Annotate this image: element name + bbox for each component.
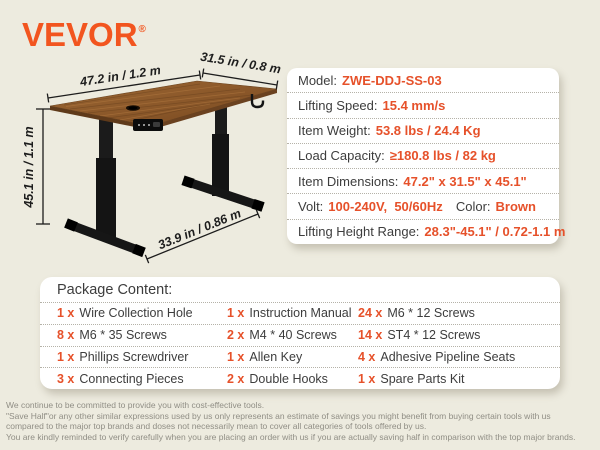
package-row: 1 x Wire Collection Hole 1 x Instruction M… <box>40 303 560 325</box>
package-row: 3 x Connecting Pieces 2 x Double Hooks 1 x… <box>40 368 560 389</box>
package-item: 8 x M6 * 35 Screws <box>57 328 227 342</box>
item-quantity: 2 x <box>227 371 245 386</box>
dimension-foot-depth-label: 33.9 in / 0.86 m <box>156 206 243 252</box>
spec-label: Color: <box>455 199 491 215</box>
item-quantity: 4 x <box>358 349 376 364</box>
spec-value: Brown <box>495 199 536 215</box>
spec-row-load-capacity: Load Capacity: ≥180.8 lbs / 82 kg <box>287 144 559 170</box>
spec-value: 47.2" x 31.5" x 45.1" <box>403 173 527 189</box>
package-item: 1 x Allen Key <box>227 350 358 364</box>
item-quantity: 8 x <box>57 328 75 343</box>
package-item: 24 x M6 * 12 Screws <box>358 306 560 320</box>
dimension-depth-label: 31.5 in / 0.8 m <box>199 50 281 77</box>
package-row: 1 x Phillips Screwdriver 1 x Allen Key 4 x… <box>40 347 560 369</box>
item-quantity: 24 x <box>358 306 383 321</box>
spec-row-model: Model: ZWE-DDJ-SS-03 <box>287 68 559 94</box>
item-name: Allen Key <box>249 349 303 364</box>
spec-value: ≥180.8 lbs / 82 kg <box>389 148 496 164</box>
disclaimer-line: compared to the major top brands and dos… <box>6 421 427 432</box>
dimension-width-label: 47.2 in / 1.2 m <box>78 63 161 89</box>
package-item: 1 x Wire Collection Hole <box>57 306 227 320</box>
item-quantity: 1 x <box>227 349 245 364</box>
spec-label: Model: <box>298 72 338 88</box>
spec-row-item-dimensions: Item Dimensions: 47.2" x 31.5" x 45.1" <box>287 169 559 195</box>
package-item: 1 x Spare Parts Kit <box>358 372 560 386</box>
item-quantity: 1 x <box>57 306 75 321</box>
spec-label: Item Dimensions: <box>298 173 399 189</box>
spec-row-item-weight: Item Weight: 53.8 lbs / 24.4 Kg <box>287 119 559 144</box>
item-quantity: 3 x <box>57 371 75 386</box>
desk-hook <box>250 94 265 109</box>
spec-value: 100-240V, 50/60Hz <box>328 199 443 215</box>
item-quantity: 1 x <box>358 371 376 386</box>
spec-value: 53.8 lbs / 24.4 Kg <box>375 123 481 139</box>
desk-left-leg <box>64 112 146 258</box>
package-item: 2 x Double Hooks <box>227 372 358 386</box>
package-content-title: Package Content: <box>40 277 560 303</box>
dimension-width <box>46 70 202 103</box>
spec-label: Lifting Speed: <box>298 97 378 113</box>
spec-value: ZWE-DDJ-SS-03 <box>342 72 442 88</box>
package-item: 1 x Phillips Screwdriver <box>57 350 227 364</box>
spec-value: 28.3"-45.1" / 0.72-1.1 m <box>424 224 566 240</box>
disclaimer-line: "Save Half"or any other similar expressi… <box>6 410 551 421</box>
spec-label: Item Weight: <box>298 123 371 139</box>
dimension-height <box>36 108 50 225</box>
vevor-logo-text: VEVOR <box>22 16 138 53</box>
package-item: 1 x Instruction Manual <box>227 306 358 320</box>
package-item: 3 x Connecting Pieces <box>57 372 227 386</box>
item-quantity: 2 x <box>227 328 245 343</box>
dimension-depth <box>201 68 279 90</box>
disclaimer-text: We continue to be committed to provide y… <box>6 400 598 442</box>
item-name: Instruction Manual <box>249 306 352 321</box>
item-name: Wire Collection Hole <box>79 306 193 321</box>
spec-label: Volt: <box>298 199 324 215</box>
package-item: 2 x M4 * 40 Screws <box>227 328 358 342</box>
item-name: M6 * 12 Screws <box>387 306 475 321</box>
item-name: Connecting Pieces <box>79 371 184 386</box>
spec-row-lifting-height-range: Lifting Height Range: 28.3"-45.1" / 0.72… <box>287 220 565 244</box>
item-name: Double Hooks <box>249 371 328 386</box>
vevor-logo: VEVOR® <box>22 18 146 51</box>
spec-color-pair: Color: Brown <box>456 199 536 214</box>
dimension-foot-depth <box>144 209 261 264</box>
package-item: 4 x Adhesive Pipeline Seats <box>358 350 560 364</box>
item-name: Adhesive Pipeline Seats <box>380 349 516 364</box>
spec-value: 15.4 mm/s <box>382 97 446 113</box>
package-row: 8 x M6 * 35 Screws 2 x M4 * 40 Screws 14 x… <box>40 325 560 347</box>
item-name: M4 * 40 Screws <box>249 328 337 343</box>
package-item: 14 x ST4 * 12 Screws <box>358 328 560 342</box>
item-name: ST4 * 12 Screws <box>387 328 481 343</box>
item-quantity: 1 x <box>57 349 75 364</box>
item-quantity: 1 x <box>227 306 245 321</box>
package-content-panel: Package Content: 1 x Wire Collection Hole… <box>40 277 560 389</box>
spec-label: Load Capacity: <box>298 148 385 164</box>
registered-trademark-icon: ® <box>138 24 146 35</box>
spec-row-volt-color: Volt: 100-240V, 50/60Hz Color: Brown <box>287 194 559 220</box>
item-name: M6 * 35 Screws <box>79 328 167 343</box>
desk-tabletop <box>49 80 278 130</box>
dimension-height-label: 45.1 in / 1.1 m <box>22 126 36 208</box>
item-name: Spare Parts Kit <box>380 371 465 386</box>
item-name: Phillips Screwdriver <box>79 349 189 364</box>
item-quantity: 14 x <box>358 328 383 343</box>
spec-panel: Model: ZWE-DDJ-SS-03 Lifting Speed: 15.4… <box>287 68 565 244</box>
disclaimer-line: You are kindly reminded to verify carefu… <box>6 431 576 442</box>
disclaimer-line: We continue to be committed to provide y… <box>6 400 265 410</box>
spec-label: Lifting Height Range: <box>298 224 420 240</box>
spec-row-lifting-speed: Lifting Speed: 15.4 mm/s <box>287 93 559 119</box>
desk-controller <box>133 119 163 131</box>
